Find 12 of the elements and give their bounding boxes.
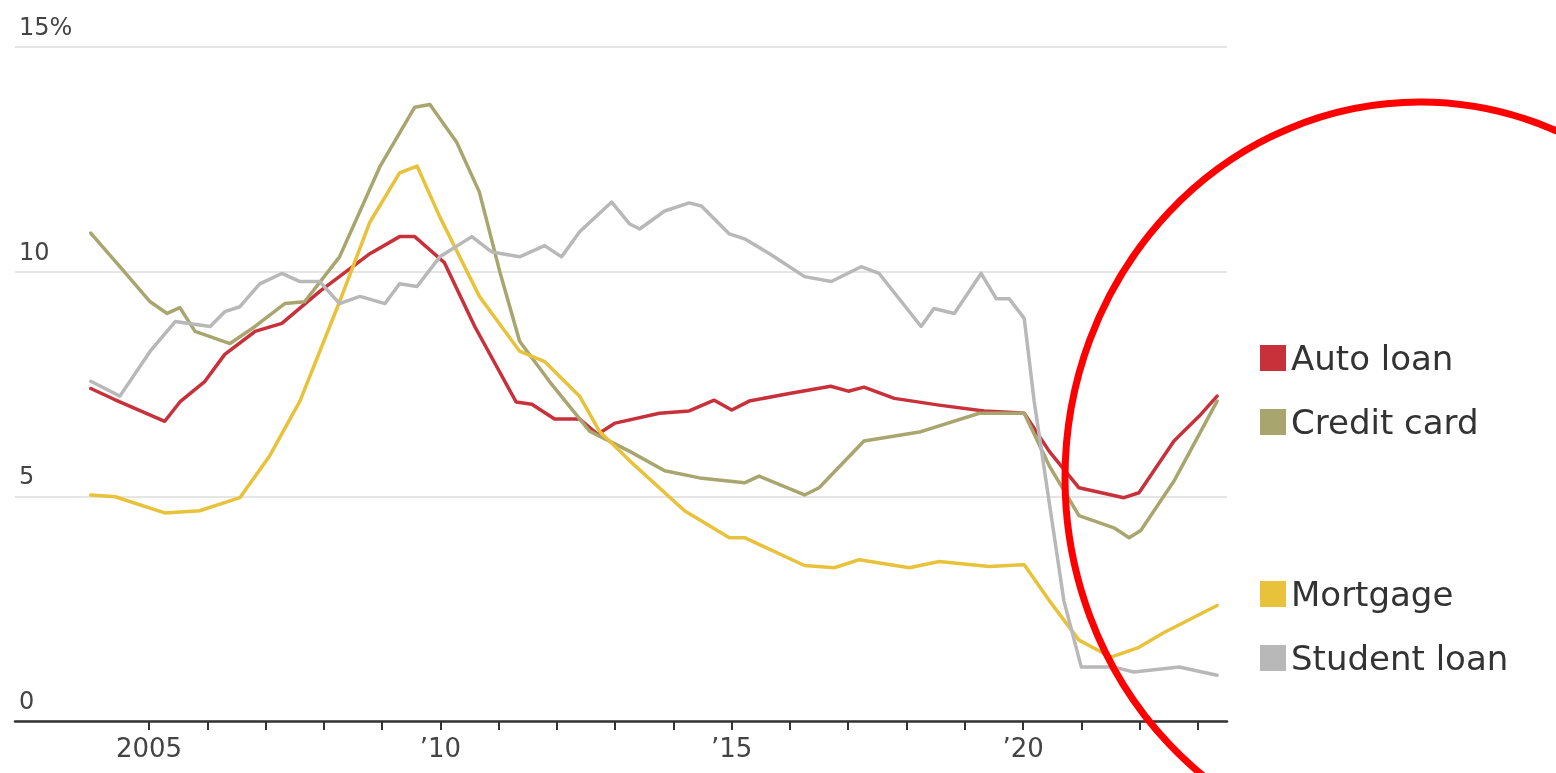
x-tick-label: 2005 [115, 733, 183, 763]
y-tick-label: 0 [19, 687, 35, 715]
y-tick-label: 15% [19, 13, 73, 41]
y-tick-label: 5 [19, 462, 35, 491]
legend-label: Auto loan [1291, 338, 1454, 378]
y-tick-label: 10 [19, 237, 50, 266]
legend-label: Credit card [1291, 402, 1479, 442]
x-tick-label: ’15 [711, 733, 753, 763]
legend-label: Student loan [1291, 638, 1509, 678]
x-tick-label: ’20 [1002, 733, 1044, 763]
x-tick-label: ’10 [419, 733, 462, 763]
legend-label: Mortgage [1291, 574, 1454, 614]
